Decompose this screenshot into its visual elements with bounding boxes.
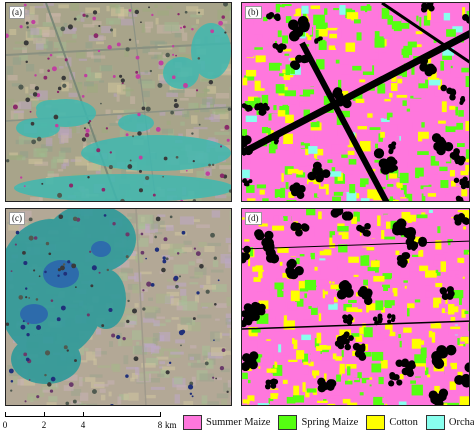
scale-bar-tick [83, 412, 84, 417]
map-panel-b: (b) [241, 2, 470, 202]
map-panel-d: (d) [241, 208, 470, 406]
scale-label-4: 4 [80, 420, 86, 430]
panel-label-d: (d) [245, 212, 262, 225]
scale-bar-tick [160, 412, 161, 417]
legend-swatch [278, 414, 298, 430]
scale-label-0: 0 [2, 420, 8, 430]
map-panel-c: (c) [5, 208, 232, 406]
panel-label-a: (a) [9, 6, 25, 19]
panel-label-c: (c) [9, 212, 25, 225]
legend-item-spring-maize: Spring Maize [278, 414, 359, 430]
legend-swatch [366, 414, 386, 430]
legend-item-summer-maize: Summer Maize [183, 414, 271, 430]
scale-label-8: 8 [157, 420, 163, 430]
scale-bar: 0 2 4 8 km [2, 406, 180, 436]
legend-label: Orchard [448, 416, 474, 428]
legend-item-orchard: Orchard [425, 414, 474, 430]
legend: Summer Maize Spring Maize Cotton Orchard [183, 412, 474, 432]
scale-bar-line [5, 416, 160, 417]
legend-item-cotton: Cotton [366, 414, 418, 430]
classification-map-b [242, 3, 469, 201]
legend-swatch [183, 414, 202, 430]
map-panel-a: (a) [5, 2, 232, 202]
legend-label: Cotton [389, 416, 418, 428]
panel-label-b: (b) [245, 6, 262, 19]
scale-unit: km [165, 420, 177, 430]
satellite-image-c [6, 209, 231, 405]
classification-map-d [242, 209, 469, 405]
legend-swatch [425, 414, 445, 430]
legend-label: Summer Maize [206, 416, 271, 428]
scale-bar-tick [44, 412, 45, 417]
satellite-image-a [6, 3, 231, 201]
legend-label: Spring Maize [301, 416, 359, 428]
scale-bar-tick [5, 412, 6, 417]
scale-label-2: 2 [41, 420, 47, 430]
